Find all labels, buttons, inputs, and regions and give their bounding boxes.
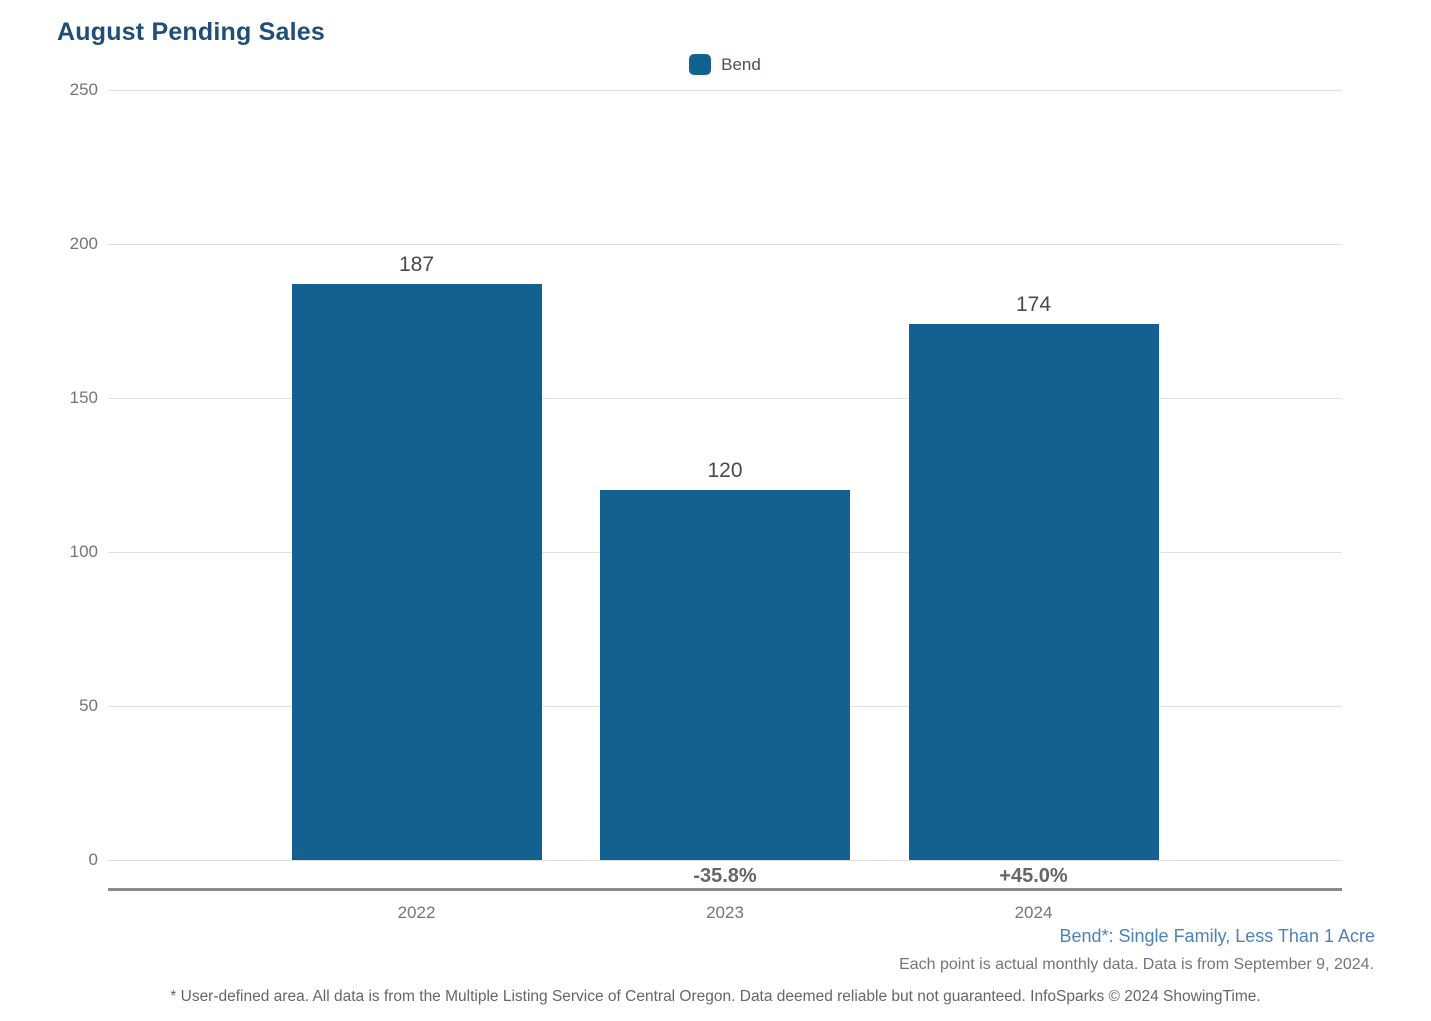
x-category-label-2022: 2022 <box>397 903 436 922</box>
bar-value-label-2023: 120 <box>707 459 743 483</box>
bar-2023[interactable] <box>600 490 850 860</box>
pct-change-label-2024: +45.0% <box>999 865 1068 887</box>
legend-swatch-icon <box>689 54 712 75</box>
y-tick-label-100: 100 <box>69 542 98 561</box>
legend[interactable]: Bend <box>108 54 1342 75</box>
gridline-0 <box>108 860 1342 861</box>
bar-value-label-2022: 187 <box>398 253 435 277</box>
y-tick-label-250: 250 <box>69 80 98 99</box>
gridline-150 <box>108 398 1342 399</box>
bar-value-label-2024: 174 <box>1015 293 1052 317</box>
y-tick-label-150: 150 <box>69 388 98 407</box>
x-category-label-2023: 2023 <box>706 903 744 922</box>
y-tick-label-50: 50 <box>79 696 98 715</box>
bar-2022[interactable] <box>291 284 542 860</box>
legend-label: Bend <box>721 54 761 74</box>
x-axis-line <box>108 888 1342 891</box>
x-category-label-2024: 2024 <box>1014 903 1053 922</box>
series-note: Bend*: Single Family, Less Than 1 Acre <box>1059 926 1375 946</box>
y-tick-label-0: 0 <box>88 850 98 869</box>
bar-2024[interactable] <box>908 324 1159 860</box>
chart-title: August Pending Sales <box>57 18 325 46</box>
disclaimer-note: * User-defined area. All data is from th… <box>170 988 1261 1005</box>
plot-area: 250 200 150 100 50 0 187 120 174 2022 -35.8% 2023… <box>70 80 1342 922</box>
y-tick-label-200: 200 <box>69 234 98 253</box>
data-note: Each point is actual monthly data. Data … <box>899 956 1374 973</box>
gridline-250 <box>108 90 1342 91</box>
pct-change-label-2023: -35.8% <box>693 865 757 887</box>
gridline-200 <box>108 244 1342 245</box>
